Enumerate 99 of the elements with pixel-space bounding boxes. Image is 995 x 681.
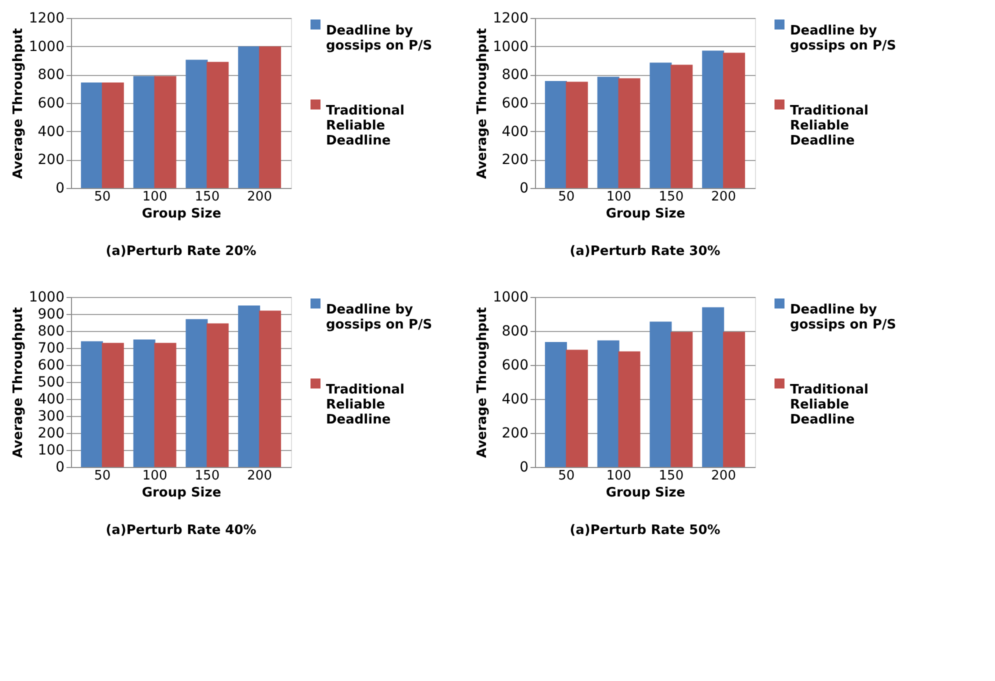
legend-label: Traditional Reliable Deadline	[790, 104, 868, 148]
y-tick-label: 800	[502, 67, 528, 84]
bar	[259, 310, 282, 467]
bar	[80, 82, 103, 188]
y-tick-label: 600	[502, 96, 528, 112]
legend-label: Deadline by gossips on P/S	[326, 302, 432, 332]
text: (a)Perturb Rate 50%	[570, 523, 720, 538]
x-tick-label: 50	[558, 190, 575, 204]
x-axis-title: Group Size	[142, 206, 222, 222]
bar	[670, 64, 693, 188]
bar	[80, 341, 103, 467]
bar	[566, 350, 588, 467]
bar	[238, 306, 260, 467]
x-axis-title: Group Size	[606, 206, 686, 222]
y-tick-label: 800	[38, 324, 64, 340]
y-axis-title: Average Throughput	[474, 307, 490, 458]
y-tick-label: 500	[38, 374, 64, 390]
x-axis-title: Group Size	[142, 486, 222, 500]
y-tick-label: 0	[520, 460, 528, 476]
bar	[186, 319, 208, 467]
x-tick-label: 150	[658, 468, 684, 484]
legend-label: Traditional Reliable Deadline	[326, 382, 404, 428]
bar	[206, 62, 229, 188]
y-tick-label: 800	[502, 324, 528, 340]
x-tick-label: 200	[247, 190, 272, 204]
x-axis-title: Group Size	[606, 486, 686, 500]
y-tick-label: 0	[56, 460, 64, 476]
x-tick-label: 150	[658, 190, 684, 204]
x-tick-label: 100	[142, 468, 168, 484]
y-tick-label: 1000	[492, 290, 528, 306]
y-tick-label: 0	[56, 180, 64, 196]
y-tick-label: 200	[502, 426, 528, 442]
y-tick-label: 100	[38, 442, 64, 458]
y-tick-label: 400	[502, 392, 528, 408]
y-tick-label: 200	[38, 152, 64, 168]
legend-label: Deadline by gossips on P/S	[790, 24, 896, 54]
bar	[566, 82, 588, 188]
x-tick-label: 200	[247, 468, 272, 484]
text: (a)Perturb Rate 40%	[106, 523, 256, 538]
bar	[597, 76, 620, 188]
y-tick-label: 400	[38, 392, 64, 408]
bar	[154, 76, 176, 188]
bar	[702, 307, 724, 467]
x-tick-label: 50	[94, 468, 111, 484]
y-tick-label: 800	[38, 67, 64, 84]
bar	[186, 60, 208, 188]
bar	[723, 52, 746, 188]
x-tick-label: 50	[558, 468, 575, 484]
text: (a)Perturb Rate 30%	[570, 244, 720, 259]
x-tick-label: 100	[606, 190, 632, 204]
y-axis-title: Average Throughput	[474, 28, 490, 179]
x-tick-label: 150	[194, 190, 220, 204]
x-tick-label: 100	[142, 190, 168, 204]
bar	[597, 340, 620, 467]
bar	[618, 78, 640, 188]
y-axis-title: Average Throughput	[10, 28, 26, 179]
y-tick-label: 1200	[492, 10, 528, 26]
y-tick-label: 900	[38, 306, 64, 322]
x-tick-label: 200	[711, 190, 736, 204]
bar	[544, 342, 567, 467]
bar	[206, 323, 229, 467]
bar	[102, 82, 124, 188]
text: (a)Perturb Rate 20%	[106, 244, 256, 259]
bar	[133, 340, 156, 467]
bar	[544, 81, 567, 188]
y-tick-label: 0	[520, 180, 528, 196]
bar	[702, 50, 724, 188]
x-tick-label: 200	[711, 468, 736, 484]
bar	[154, 342, 176, 467]
y-tick-label: 200	[502, 152, 528, 168]
y-axis-title: Average Throughput	[10, 307, 26, 458]
y-tick-label: 1000	[492, 38, 528, 55]
legend-label: Traditional Reliable Deadline	[790, 382, 868, 428]
y-tick-label: 600	[502, 358, 528, 374]
bar	[670, 332, 693, 467]
x-tick-label: 100	[606, 468, 632, 484]
y-tick-label: 300	[38, 408, 64, 424]
y-tick-label: 200	[38, 426, 64, 442]
y-tick-label: 400	[502, 124, 528, 140]
bar	[133, 76, 156, 188]
bar	[723, 332, 746, 467]
y-tick-label: 1000	[28, 38, 64, 55]
x-tick-label: 50	[94, 190, 111, 204]
y-tick-label: 600	[38, 358, 64, 374]
bar	[102, 342, 124, 467]
bar	[650, 62, 672, 188]
x-tick-label: 150	[194, 468, 220, 484]
legend-label: Traditional Reliable Deadline	[326, 104, 404, 148]
bar	[650, 322, 672, 467]
bar	[618, 351, 640, 467]
bar	[238, 46, 260, 188]
legend-label: Deadline by gossips on P/S	[326, 24, 432, 54]
legend-label: Deadline by gossips on P/S	[790, 302, 896, 332]
bar	[259, 46, 282, 188]
y-tick-label: 1000	[28, 290, 64, 306]
y-tick-label: 1200	[28, 10, 64, 26]
y-tick-label: 700	[38, 340, 64, 356]
y-tick-label: 600	[38, 96, 64, 112]
y-tick-label: 400	[38, 124, 64, 140]
